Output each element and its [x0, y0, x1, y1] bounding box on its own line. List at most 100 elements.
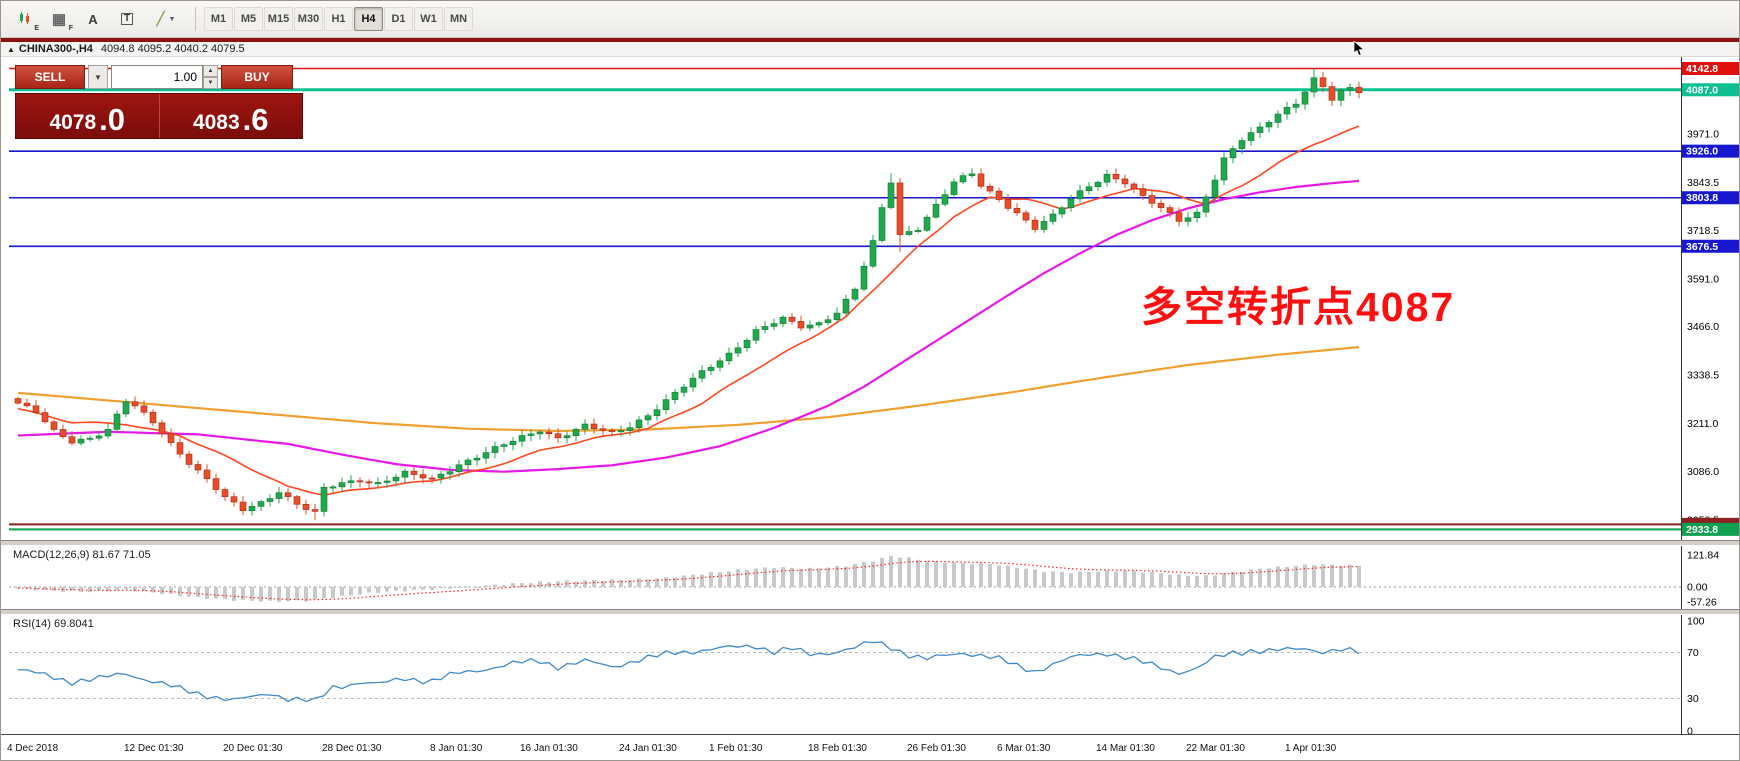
rsi-scale-label: 70 — [1687, 647, 1699, 659]
candlestick — [419, 474, 427, 479]
collapse-panel-icon[interactable]: ▲ — [7, 44, 15, 54]
timeframe-d1-button[interactable]: D1 — [384, 7, 413, 31]
timeframe-w1-button[interactable]: W1 — [414, 7, 443, 31]
candlestick — [518, 435, 526, 442]
panel-separator[interactable] — [1, 609, 1739, 615]
macd-histogram-bar — [826, 567, 830, 587]
ma-slow-line[interactable] — [17, 346, 1360, 433]
macd-histogram-bar — [763, 567, 767, 587]
candlestick — [1292, 103, 1300, 108]
price-tag-label: 2933.8 — [1686, 524, 1718, 536]
macd-histogram-bar — [637, 578, 641, 587]
price-tag[interactable] — [1682, 239, 1740, 253]
price-tag[interactable] — [1682, 522, 1740, 536]
macd-histogram-bar — [1303, 564, 1307, 587]
macd-histogram-bar — [295, 587, 299, 601]
price-tag-label: 3926.0 — [1686, 146, 1718, 158]
candlestick — [1247, 132, 1255, 141]
candlestick — [950, 181, 958, 195]
timeframe-mn-button[interactable]: MN — [444, 7, 473, 31]
chart-text-annotation[interactable]: 多空转折点4087 — [1141, 284, 1456, 330]
stepper-up-icon[interactable]: ▲ — [203, 65, 218, 77]
macd-histogram-bar — [727, 571, 731, 587]
buy-button[interactable]: BUY — [221, 65, 293, 89]
timeframe-m30-button[interactable]: M30 — [294, 7, 323, 31]
timeframe-m5-button[interactable]: M5 — [234, 7, 263, 31]
ask-price-dec: .6 — [242, 101, 269, 137]
macd-histogram-bar — [952, 562, 956, 587]
candlestick — [266, 498, 274, 502]
macd-histogram-bar — [376, 587, 380, 593]
candlestick — [428, 477, 436, 480]
macd-histogram-bar — [16, 587, 20, 589]
candlestick — [626, 427, 634, 431]
order-type-dropdown[interactable]: ▼ — [88, 65, 108, 89]
time-scale[interactable]: 4 Dec 2018 12 Dec 01:30 20 Dec 01:30 28 Dec… — [1, 734, 1739, 760]
candlestick-chart-button[interactable]: E — [9, 5, 41, 33]
top-toolbar: E ▦ F A T ╱ ▼ M1 M5 M15 M30 H1 H4 D1 W1 MN — [1, 1, 1739, 38]
price-tag[interactable] — [1682, 191, 1740, 205]
macd-histogram-bar — [259, 587, 263, 602]
price-tag[interactable] — [1682, 62, 1740, 76]
macd-histogram-bar — [655, 578, 659, 587]
candlestick — [671, 391, 679, 400]
candlestick — [977, 173, 985, 187]
macd-histogram-bar — [646, 579, 650, 587]
macd-histogram-bar — [916, 559, 920, 587]
candlestick — [1130, 183, 1138, 189]
candlestick — [527, 433, 535, 436]
chart-title-bar[interactable]: ▲ CHINA300-,H4 4094.8 4095.2 4040.2 4079… — [1, 42, 1739, 57]
price-tag[interactable] — [1682, 83, 1740, 97]
candlestick — [923, 216, 931, 231]
price-tag[interactable] — [1682, 144, 1740, 158]
macd-histogram-bar — [565, 580, 569, 587]
price-scale[interactable] — [1682, 57, 1739, 734]
candlestick — [446, 471, 454, 475]
macd-histogram-bar — [583, 580, 587, 587]
macd-histogram-bar — [736, 569, 740, 587]
grid-button[interactable]: ▦ F — [43, 5, 75, 33]
candlestick — [1094, 181, 1102, 188]
macd-histogram-bar — [979, 563, 983, 587]
ask-price[interactable]: 4083 .6 — [158, 94, 303, 138]
bid-price[interactable]: 4078 .0 — [16, 94, 159, 138]
candlestick — [689, 377, 697, 388]
panel-separator[interactable] — [1, 540, 1739, 546]
candlestick — [248, 506, 256, 512]
macd-histogram-bar — [1015, 567, 1019, 587]
timeframe-h1-button[interactable]: H1 — [324, 7, 353, 31]
macd-histogram-bar — [943, 563, 947, 587]
macd-histogram-bar — [268, 587, 272, 601]
candlestick — [392, 476, 400, 482]
candlestick — [500, 444, 508, 447]
macd-histogram-bar — [250, 587, 254, 601]
time-axis-label: 4 Dec 2018 — [7, 743, 59, 754]
text-label-button[interactable]: A — [77, 5, 109, 33]
macd-histogram-bar — [1033, 569, 1037, 587]
timeframe-m15-button[interactable]: M15 — [264, 7, 293, 31]
time-axis-label: 12 Dec 01:30 — [124, 743, 184, 754]
text-box-button[interactable]: T — [111, 5, 143, 33]
shapes-dropdown-button[interactable]: ╱ ▼ — [145, 5, 187, 33]
sell-button[interactable]: SELL — [15, 65, 85, 89]
timeframe-m1-button[interactable]: M1 — [204, 7, 233, 31]
stepper-down-icon[interactable]: ▼ — [203, 77, 218, 89]
macd-histogram-bar — [322, 587, 326, 599]
volume-input[interactable] — [111, 65, 203, 89]
macd-histogram-bar — [178, 587, 182, 596]
candlestick — [932, 203, 940, 218]
candlestick — [941, 194, 949, 205]
price-tag-label: 4087.0 — [1686, 84, 1718, 96]
timeframe-h4-button[interactable]: H4 — [354, 7, 383, 31]
candlestick — [1238, 140, 1246, 149]
macd-histogram-bar — [529, 583, 533, 587]
candlestick — [1202, 196, 1210, 213]
timeframe-switcher: M1 M5 M15 M30 H1 H4 D1 W1 MN — [204, 7, 474, 31]
ma-mid-line[interactable] — [17, 179, 1360, 473]
candlestick — [1220, 157, 1228, 181]
price-axis-label: 3338.5 — [1687, 370, 1719, 382]
macd-histogram-bar — [367, 587, 371, 593]
candlestick-icon — [18, 11, 32, 28]
